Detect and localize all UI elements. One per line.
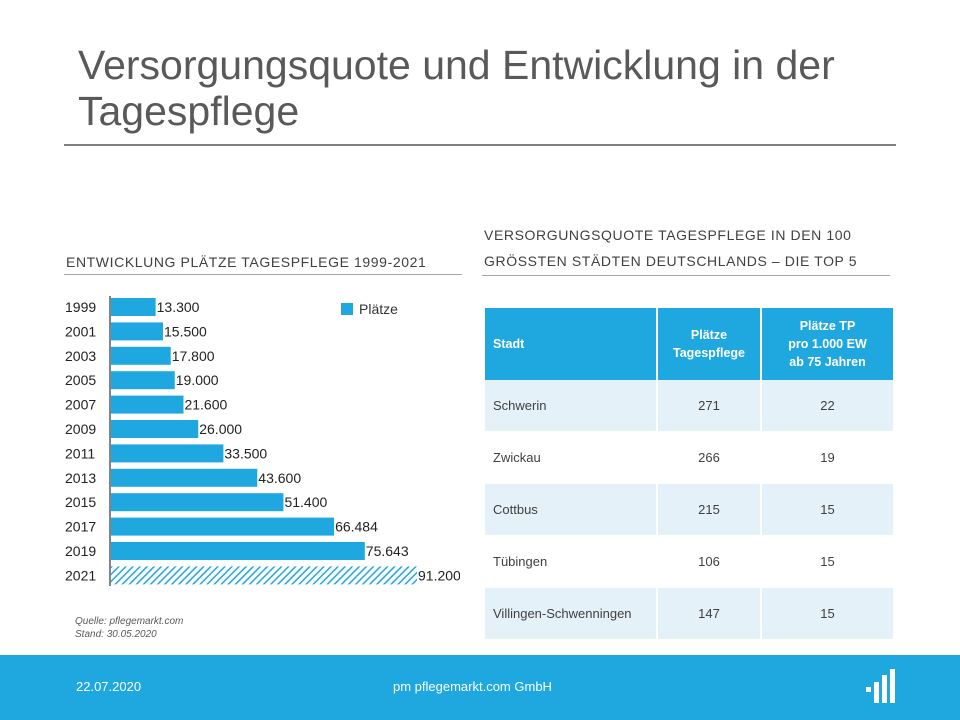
footer-date: 22.07.2020 bbox=[76, 679, 142, 694]
column-header-quote-line1: Plätze TP bbox=[799, 319, 856, 333]
bar bbox=[111, 468, 258, 487]
cell-plaetze: 266 bbox=[657, 431, 762, 484]
legend-label: Plätze bbox=[359, 301, 398, 317]
data-label: 26.000 bbox=[199, 421, 242, 437]
y-tick-label: 2021 bbox=[65, 567, 96, 583]
column-header-quote-line3: ab 75 Jahren bbox=[789, 355, 866, 369]
source-date: Stand: 30.05.2020 bbox=[75, 629, 157, 640]
cell-stadt: Villingen-Schwenningen bbox=[485, 587, 658, 640]
cell-quote: 15 bbox=[761, 483, 895, 536]
data-label: 75.643 bbox=[366, 543, 409, 559]
bar bbox=[111, 395, 184, 414]
footer-company: pm pflegemarkt.com GmbH bbox=[393, 679, 552, 694]
data-label: 21.600 bbox=[184, 397, 227, 413]
pflegemarkt-logo-icon bbox=[866, 669, 895, 703]
data-label: 33.500 bbox=[224, 445, 267, 461]
table-heading-line1: VERSORGUNGSQUOTE TAGESPFLEGE IN DEN 100 bbox=[484, 227, 852, 243]
column-header-quote: Plätze TP pro 1.000 EW ab 75 Jahren bbox=[761, 308, 895, 380]
bar bbox=[111, 493, 284, 512]
table-row: Cottbus 215 15 bbox=[485, 483, 895, 536]
table-heading-line2: GRÖSSTEN STÄDTEN DEUTSCHLANDS – DIE TOP … bbox=[484, 253, 858, 269]
cell-plaetze: 215 bbox=[657, 483, 762, 536]
data-label: 13.300 bbox=[157, 299, 200, 315]
cell-quote: 22 bbox=[761, 380, 895, 432]
column-header-quote-line2: pro 1.000 EW bbox=[788, 337, 867, 351]
y-tick-label: 2003 bbox=[65, 348, 96, 364]
bar-forecast bbox=[111, 566, 417, 585]
bar bbox=[111, 298, 156, 316]
column-header-plaetze: Plätze Tagespflege bbox=[657, 308, 762, 380]
cell-quote: 15 bbox=[761, 535, 895, 588]
y-tick-label: 2015 bbox=[65, 494, 96, 510]
chart-heading-divider bbox=[64, 274, 462, 275]
data-label: 91.200 bbox=[418, 567, 460, 583]
table-row: Zwickau 266 19 bbox=[485, 431, 895, 484]
data-label: 17.800 bbox=[172, 348, 215, 364]
chart-source: Quelle: pflegemarkt.com Stand: 30.05.202… bbox=[75, 615, 183, 641]
slide-title: Versorgungsquote und Entwicklung in der … bbox=[78, 42, 835, 134]
bar bbox=[111, 420, 199, 438]
table-row: Villingen-Schwenningen 147 15 bbox=[485, 587, 895, 640]
table-header-row: Stadt Plätze Tagespflege Plätze TP pro 1… bbox=[485, 308, 895, 380]
column-header-stadt: Stadt bbox=[485, 308, 658, 380]
bar bbox=[111, 346, 171, 365]
cell-stadt: Schwerin bbox=[485, 380, 658, 432]
y-tick-label: 2013 bbox=[65, 470, 96, 486]
y-tick-label: 2009 bbox=[65, 421, 96, 437]
bar bbox=[111, 542, 365, 560]
y-tick-label: 2017 bbox=[65, 519, 96, 535]
cell-stadt: Zwickau bbox=[485, 431, 658, 484]
data-label: 19.000 bbox=[176, 372, 219, 388]
chart-heading: ENTWICKLUNG PLÄTZE TAGESPFLEGE 1999-2021 bbox=[66, 254, 427, 270]
cell-stadt: Tübingen bbox=[485, 535, 658, 588]
title-divider bbox=[64, 144, 896, 146]
cell-plaetze: 147 bbox=[657, 587, 762, 640]
cell-stadt: Cottbus bbox=[485, 483, 658, 536]
column-header-plaetze-line2: Tagespflege bbox=[672, 346, 745, 360]
data-label: 43.600 bbox=[258, 470, 301, 486]
legend-swatch bbox=[341, 303, 353, 315]
cell-plaetze: 106 bbox=[657, 535, 762, 588]
y-tick-label: 2007 bbox=[65, 397, 96, 413]
data-label: 66.484 bbox=[335, 519, 378, 535]
cell-quote: 19 bbox=[761, 431, 895, 484]
table-heading: VERSORGUNGSQUOTE TAGESPFLEGE IN DEN 100 … bbox=[484, 222, 904, 274]
cell-plaetze: 271 bbox=[657, 380, 762, 432]
y-tick-label: 2001 bbox=[65, 323, 96, 339]
bar bbox=[111, 371, 175, 390]
table-row: Schwerin 271 22 bbox=[485, 380, 895, 432]
column-header-plaetze-line1: Plätze bbox=[690, 328, 728, 342]
bar bbox=[111, 444, 224, 463]
y-tick-label: 2011 bbox=[65, 445, 95, 461]
y-tick-label: 2005 bbox=[65, 372, 96, 388]
footer-bar: 22.07.2020 pm pflegemarkt.com GmbH bbox=[0, 655, 960, 720]
y-tick-label: 1999 bbox=[65, 299, 96, 315]
bar bbox=[111, 322, 164, 341]
y-tick-label: 2019 bbox=[65, 543, 96, 559]
source-line: Quelle: pflegemarkt.com bbox=[75, 616, 184, 627]
data-label: 15.500 bbox=[164, 323, 207, 339]
table-row: Tübingen 106 15 bbox=[485, 535, 895, 588]
bar bbox=[111, 517, 335, 536]
table-heading-divider bbox=[482, 275, 890, 276]
top5-table: Stadt Plätze Tagespflege Plätze TP pro 1… bbox=[485, 308, 895, 640]
cell-quote: 15 bbox=[761, 587, 895, 640]
bar-chart: 1999 13.300 2001 15.500 2003 17.800 2005 19.000… bbox=[65, 296, 460, 586]
data-label: 51.400 bbox=[284, 494, 327, 510]
